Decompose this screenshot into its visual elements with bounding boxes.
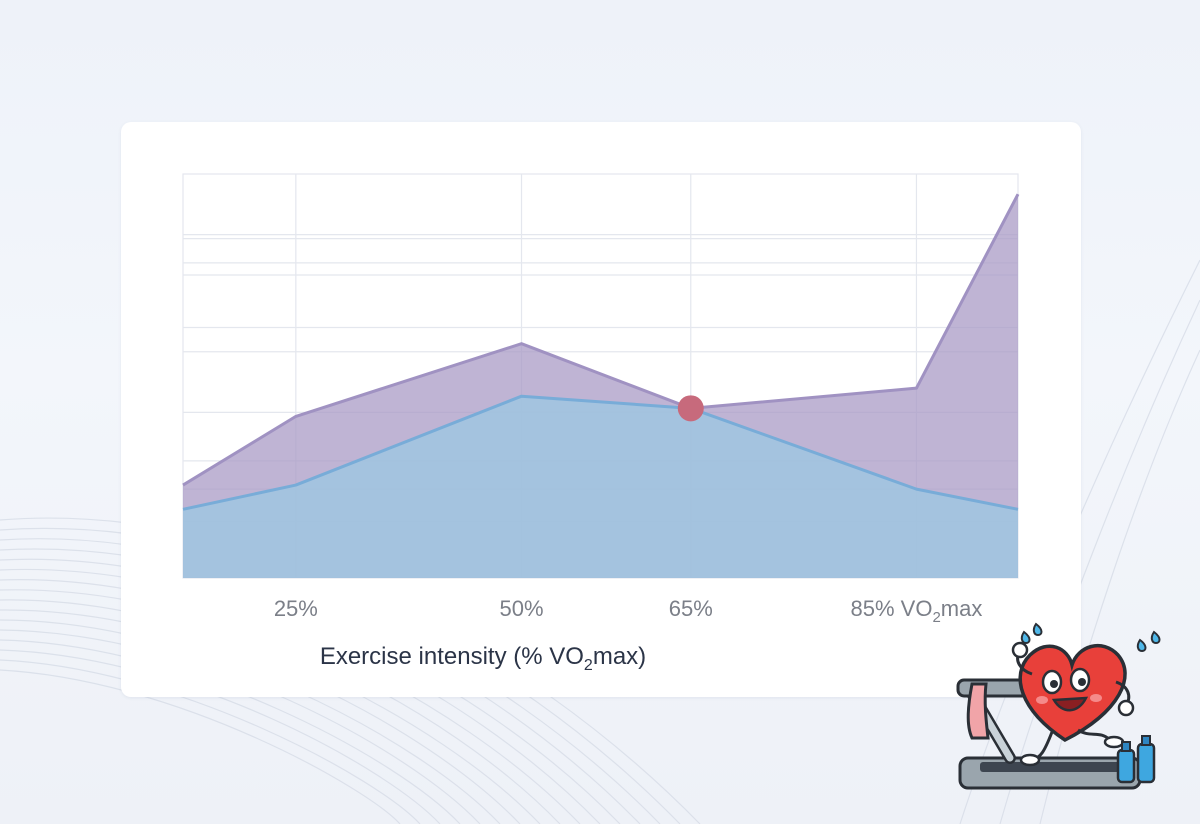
area-chart: 25% 50% 65% 85% VO2max Exercise intensity (… bbox=[182, 173, 1020, 674]
highlight-marker-layer bbox=[677, 395, 704, 422]
x-axis-tick-labels: 25% 50% 65% 85% VO2max bbox=[274, 596, 983, 626]
x-tick-label-2: 65% bbox=[669, 596, 713, 621]
x-tick-label-3: 85% VO2max bbox=[851, 596, 983, 626]
series-line-2 bbox=[182, 394, 1019, 511]
heart-character bbox=[1011, 641, 1135, 767]
series-line-1 bbox=[182, 193, 1020, 487]
series-lines bbox=[182, 193, 1020, 511]
chart-card: 25% 50% 65% 85% VO2max Exercise intensity (… bbox=[121, 122, 1081, 697]
series-areas bbox=[183, 194, 1018, 578]
running-heart-mascot bbox=[956, 622, 1161, 790]
water-bottles-icon bbox=[1116, 735, 1156, 784]
intersection-marker bbox=[677, 395, 704, 422]
x-tick-label-0: 25% bbox=[274, 596, 318, 621]
sweat-drops bbox=[1020, 622, 1161, 653]
x-axis-title: Exercise intensity (% VO2max) bbox=[320, 643, 646, 674]
x-tick-label-1: 50% bbox=[499, 596, 543, 621]
series-area-2 bbox=[183, 396, 1018, 578]
